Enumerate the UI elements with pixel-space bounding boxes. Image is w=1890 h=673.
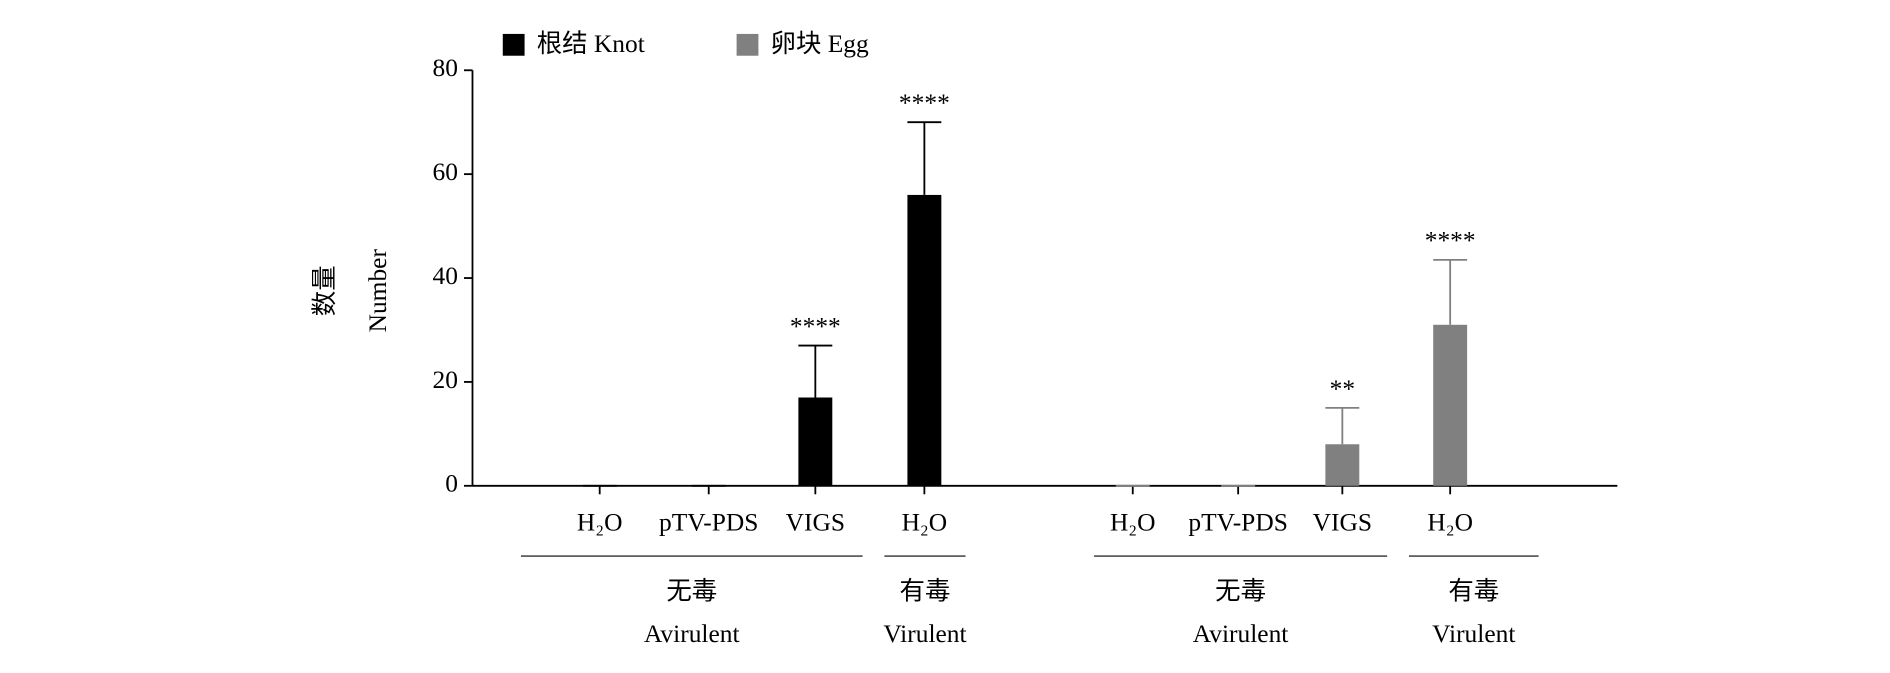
y-tick-label: 60 xyxy=(433,157,458,186)
group-label-en: Avirulent xyxy=(644,619,740,648)
significance: **** xyxy=(899,88,950,117)
error-bar xyxy=(798,344,833,398)
y-axis-label-en: Number xyxy=(363,249,392,333)
error-bar xyxy=(1433,258,1468,325)
x-tick-label: VIGS xyxy=(786,507,845,536)
legend-label: 卵块 Egg xyxy=(771,29,869,58)
legend-swatch xyxy=(502,33,525,56)
x-tick-label: H₂O xyxy=(1110,507,1156,536)
significance: **** xyxy=(790,311,841,340)
group-label: 无毒 xyxy=(1215,576,1266,605)
bar xyxy=(1325,444,1360,486)
y-axis-label-zh: 数量 xyxy=(310,265,339,316)
x-tick-label: pTV-PDS xyxy=(1188,507,1287,536)
y-tick-label: 0 xyxy=(445,469,458,498)
y-axis-label: 数量 Number xyxy=(310,249,392,333)
plot: 数量 Number 0 20 40 60 80 H₂O pTV-PDS VIGS 无毒 Aviru… xyxy=(310,29,1618,648)
bar xyxy=(798,397,833,486)
y-tick-label: 20 xyxy=(433,365,458,394)
x-tick-label: H₂O xyxy=(1427,507,1473,536)
y-tick-label: 40 xyxy=(433,261,458,290)
x-tick-label: pTV-PDS xyxy=(659,507,758,536)
x-tick-label: VIGS xyxy=(1313,507,1372,536)
legend-label: 根结 Knot xyxy=(537,29,645,58)
error-bar xyxy=(907,121,942,195)
bar xyxy=(907,194,942,486)
group-label: 无毒 xyxy=(666,576,717,605)
group-label: 有毒 xyxy=(900,576,951,605)
error-bar xyxy=(1325,406,1360,445)
bar xyxy=(1433,324,1468,486)
x-tick-label: H₂O xyxy=(577,507,623,536)
x-tick-label: H₂O xyxy=(902,507,948,536)
y-tick-label: 80 xyxy=(433,53,458,82)
group-label-en: Avirulent xyxy=(1193,619,1289,648)
group-label-en: Virulent xyxy=(883,619,966,648)
group-label: 有毒 xyxy=(1448,576,1499,605)
legend-swatch xyxy=(736,33,759,56)
group-label-en: Virulent xyxy=(1432,619,1515,648)
significance: **** xyxy=(1425,226,1476,255)
significance: ** xyxy=(1330,374,1355,403)
